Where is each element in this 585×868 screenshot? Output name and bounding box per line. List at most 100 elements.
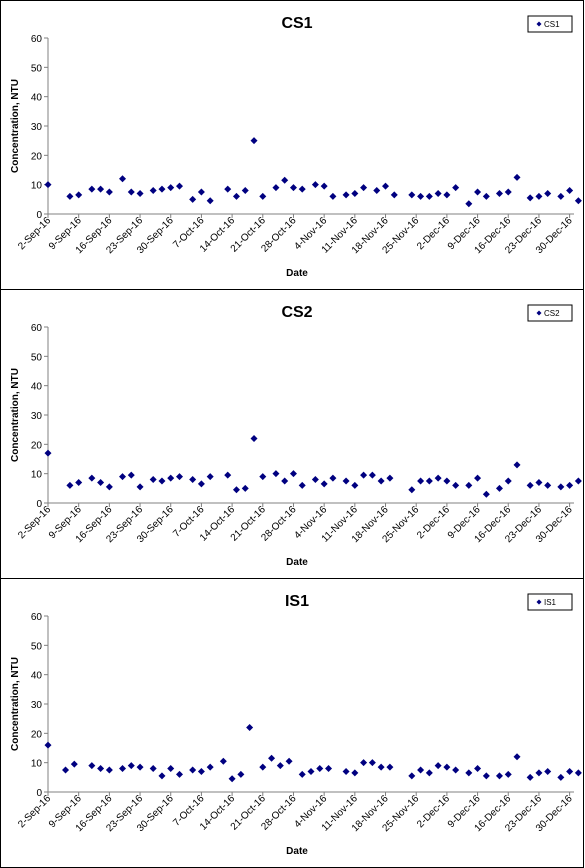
- y-axis-title: Concentration, NTU: [10, 368, 21, 462]
- data-point: [544, 189, 552, 197]
- data-point: [105, 188, 113, 196]
- data-point: [474, 765, 482, 773]
- data-point: [566, 481, 574, 489]
- data-point: [329, 192, 337, 200]
- data-point: [574, 197, 582, 205]
- data-point: [70, 760, 78, 768]
- x-axis-title: Date: [286, 268, 308, 279]
- data-point: [119, 175, 127, 183]
- data-point: [495, 189, 503, 197]
- y-tick-label: 0: [36, 499, 42, 510]
- data-point: [298, 185, 306, 193]
- data-point: [329, 474, 337, 482]
- legend-marker-icon: [536, 599, 542, 605]
- data-point: [574, 769, 582, 777]
- data-point: [557, 192, 565, 200]
- data-point: [119, 473, 127, 481]
- y-axis-title: Concentration, NTU: [10, 79, 21, 173]
- data-point: [250, 434, 258, 442]
- data-point: [197, 480, 205, 488]
- data-point: [44, 181, 52, 189]
- data-point: [281, 477, 289, 485]
- data-point: [276, 762, 284, 770]
- data-point: [66, 481, 74, 489]
- data-point: [241, 484, 249, 492]
- legend-box: [527, 15, 573, 33]
- data-point: [167, 184, 175, 192]
- data-point: [189, 195, 197, 203]
- chart-panel-cs1: CS1 0 10 20 30 40 50 60 Concentration, NTU 2-Sep-…: [0, 0, 584, 290]
- data-point: [425, 769, 433, 777]
- data-point: [127, 762, 135, 770]
- data-point: [544, 481, 552, 489]
- data-point: [557, 483, 565, 491]
- data-point: [544, 767, 552, 775]
- data-point: [298, 770, 306, 778]
- chart-panel-cs2: CS2 0 10 20 30 40 50 60 Concentration, NTU 2-Sep-…: [0, 289, 584, 579]
- data-point: [408, 486, 416, 494]
- data-point: [259, 192, 267, 200]
- data-point: [557, 773, 565, 781]
- data-point: [189, 476, 197, 484]
- data-point: [434, 474, 442, 482]
- data-point: [197, 188, 205, 196]
- data-point: [443, 191, 451, 199]
- data-point: [97, 478, 105, 486]
- data-point: [307, 767, 315, 775]
- data-point: [224, 185, 232, 193]
- data-point: [382, 182, 390, 190]
- data-point: [97, 765, 105, 773]
- data-point: [268, 754, 276, 762]
- data-point: [219, 757, 227, 765]
- data-point: [320, 182, 328, 190]
- data-point: [535, 769, 543, 777]
- data-point: [272, 184, 280, 192]
- data-point: [513, 461, 521, 469]
- data-point: [228, 775, 236, 783]
- data-point: [272, 470, 280, 478]
- y-tick-label: 40: [31, 382, 43, 393]
- data-point: [241, 187, 249, 195]
- data-point: [136, 763, 144, 771]
- data-point: [465, 481, 473, 489]
- data-point: [504, 770, 512, 778]
- data-point: [408, 772, 416, 780]
- data-point: [452, 481, 460, 489]
- data-point: [425, 477, 433, 485]
- data-point: [149, 187, 157, 195]
- data-point: [390, 191, 398, 199]
- data-point: [167, 765, 175, 773]
- chart-title-cs2: CS2: [281, 304, 312, 321]
- data-point: [206, 197, 214, 205]
- data-point: [127, 471, 135, 479]
- data-point: [88, 762, 96, 770]
- data-point: [311, 181, 319, 189]
- data-point: [360, 184, 368, 192]
- data-point: [452, 184, 460, 192]
- y-tick-label: 20: [31, 151, 43, 162]
- y-tick-label: 20: [31, 729, 43, 740]
- y-tick-label: 30: [31, 122, 43, 133]
- data-point: [44, 449, 52, 457]
- data-point: [158, 185, 166, 193]
- data-point: [443, 763, 451, 771]
- data-point: [566, 187, 574, 195]
- data-point: [259, 763, 267, 771]
- data-point: [232, 192, 240, 200]
- y-tick-label: 60: [31, 34, 43, 45]
- data-point: [75, 191, 83, 199]
- data-point: [495, 772, 503, 780]
- y-tick-label: 50: [31, 641, 43, 652]
- legend-label: IS1: [544, 598, 557, 607]
- data-point: [386, 474, 394, 482]
- data-point: [232, 486, 240, 494]
- legend-box: [527, 593, 573, 611]
- y-axis-title: Concentration, NTU: [10, 657, 21, 751]
- y-tick-label: 50: [31, 352, 43, 363]
- y-tick-label: 40: [31, 671, 43, 682]
- data-point: [566, 767, 574, 775]
- data-point: [368, 759, 376, 767]
- data-point: [342, 767, 350, 775]
- y-tick-label: 0: [36, 788, 42, 799]
- data-point: [574, 477, 582, 485]
